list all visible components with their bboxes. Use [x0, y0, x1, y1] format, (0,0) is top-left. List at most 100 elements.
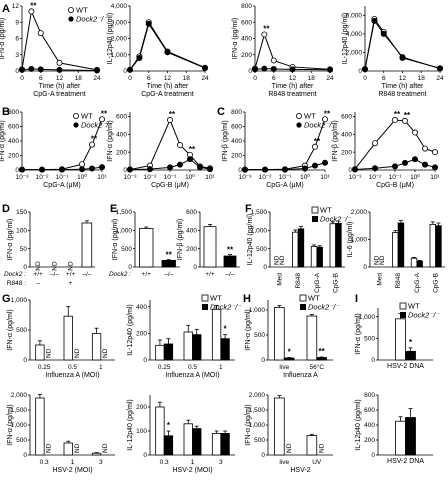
y-tick-label: 200 [231, 153, 242, 160]
bar-ko [283, 357, 295, 361]
significance-marker: ** [30, 1, 37, 10]
data-point-ko [201, 65, 208, 72]
y-tick-label: 0 [238, 167, 242, 174]
x-tick-label: CpG-B [433, 273, 440, 293]
y-tick-label: 600 [116, 114, 127, 121]
data-point-wt [431, 149, 438, 156]
y-tick-label: 0 [143, 357, 147, 364]
y-tick-label: 0 [143, 452, 147, 459]
x-axis-label: HSV-2 [290, 467, 310, 474]
data-point-ko [94, 67, 101, 74]
bar-ko [335, 222, 342, 268]
x-tick-label: 10⁻² [36, 174, 50, 181]
bar-ko [192, 334, 202, 361]
x-axis-label: Influenza A [283, 372, 318, 379]
x-tick-label: 10⁻³ [349, 174, 363, 181]
y-axis-label: IL-12p40 (pg/ml) [342, 13, 349, 64]
bar-wt [211, 432, 222, 456]
x-tick-label: 1 [191, 459, 195, 466]
legend-wt-label: WT [408, 302, 420, 311]
data-point-ko [326, 66, 333, 73]
data-point-ko [206, 166, 213, 173]
y-tick-label: 0 [15, 68, 19, 75]
y-tick-label: 0 [348, 167, 352, 174]
x-tick-label: 10⁻³ [239, 174, 253, 181]
y-tick-label: 0 [261, 452, 265, 459]
data-point-ko [28, 65, 35, 72]
y-tick-label: 400 [364, 422, 375, 429]
legend-wt-marker [295, 113, 302, 120]
y-tick-label: 200 [241, 52, 252, 59]
bar-wt [292, 231, 299, 268]
x-tick-label: 10¹ [430, 174, 440, 181]
bar-wt [429, 223, 437, 268]
data-point-wt [411, 129, 418, 136]
x-axis-label-line2: CpG-A treatment [141, 91, 194, 98]
y-axis-label: IFN-α (pg/ml) [232, 18, 239, 59]
x-axis-label: CpG-A (μM) [43, 182, 80, 189]
data-point-ko [281, 166, 288, 173]
y-tick-label: 400 [136, 304, 147, 311]
data-point-ko [18, 66, 25, 73]
data-point-ko [145, 20, 152, 27]
x-tick-label: 24 [326, 75, 334, 82]
y-tick-label: 1,000 [249, 422, 266, 429]
x-axis-label: Time (h) after [39, 83, 81, 90]
x-tick-label: 0.25 [38, 364, 51, 371]
y-tick-label: 400 [116, 132, 127, 139]
row-value: +/+ [66, 271, 76, 278]
significance-marker: ** [394, 110, 401, 119]
x-tick-label: CpG-A [414, 272, 421, 293]
data-point-wt [79, 161, 86, 168]
bar-ko [192, 428, 202, 456]
significance-marker: ** [319, 347, 326, 356]
x-tick-label: 12 [56, 75, 64, 82]
legend-wt-swatch [299, 294, 307, 302]
x-tick-label: 0 [20, 75, 24, 82]
data-point-ko [411, 156, 418, 163]
y-axis-label: IFN-α (pg/ml) [245, 404, 252, 445]
significance-marker: ** [91, 135, 98, 144]
y-tick-label: 600 [186, 209, 197, 216]
y-tick-label: 0 [123, 68, 127, 75]
data-point-ko [371, 17, 378, 24]
x-tick-label: R848 [295, 273, 302, 289]
x-tick-label: 0 [363, 75, 367, 82]
y-tick-label: 3 [15, 52, 19, 59]
x-tick-label: 18 [418, 75, 426, 82]
bar-wt [63, 442, 73, 456]
x-tick-label: 10⁻¹ [279, 174, 293, 181]
nd-label: ND [35, 261, 42, 271]
row-value: +/+ [205, 271, 215, 278]
legend-wt-label: WT [304, 112, 316, 121]
series-line-ko [364, 19, 441, 70]
y-tick-label: 2,000 [351, 209, 368, 216]
y-tick-label: 50 [20, 246, 28, 253]
legend-wt-marker [73, 113, 80, 120]
panel-letter-g: G [2, 293, 11, 305]
bar-wt [35, 397, 45, 456]
x-tick-label: 10⁰ [300, 173, 310, 181]
y-tick-label: 0 [363, 264, 367, 271]
legend-wt-label: WT [320, 206, 332, 215]
bar-ko [220, 338, 230, 361]
row-label: Dock2 : [109, 271, 131, 278]
bar-wt [395, 420, 406, 456]
y-tick-label: 800 [364, 392, 375, 399]
data-point-ko [59, 166, 66, 173]
y-tick-label: 400 [341, 132, 352, 139]
panel-letter-h: H [243, 293, 251, 305]
legend-wt-swatch [311, 206, 319, 214]
row-value: –/– [82, 271, 91, 278]
y-axis-label: IL-6 (pg/ml) [347, 222, 354, 258]
significance-marker: * [288, 348, 292, 357]
y-tick-label: 1,500 [249, 407, 266, 414]
nd-label: ND [74, 443, 81, 453]
legend-wt-swatch [399, 302, 407, 310]
y-tick-label: 2,000 [11, 392, 28, 399]
nd-label: ND [68, 261, 75, 271]
